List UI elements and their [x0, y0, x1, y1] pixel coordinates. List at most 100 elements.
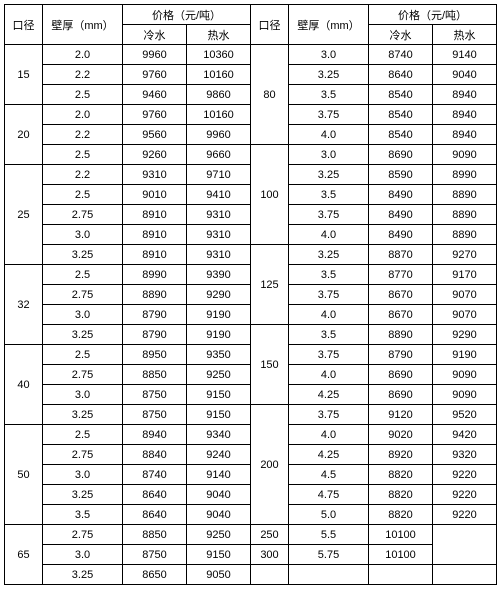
- cell-thickness: 3.25: [43, 485, 123, 505]
- cell-hot: 9520: [433, 405, 497, 425]
- cell-diameter: 32: [5, 265, 43, 345]
- table-row: 252.293109710: [5, 165, 251, 185]
- cell-hot: 9190: [187, 305, 251, 325]
- col-thickness: 壁厚（mm）: [43, 5, 123, 45]
- cell-cold: 8890: [369, 325, 433, 345]
- cell-cold: 9310: [123, 165, 187, 185]
- col-diameter: 口径: [251, 5, 289, 45]
- cell-cold: 8490: [369, 185, 433, 205]
- cell-hot: [433, 525, 497, 565]
- cell-cold: 9760: [123, 105, 187, 125]
- cell-hot: 9090: [433, 365, 497, 385]
- cell-hot: 9710: [187, 165, 251, 185]
- cell-hot: 8990: [433, 165, 497, 185]
- cell-hot: 10160: [187, 105, 251, 125]
- cell-hot: 9070: [433, 285, 497, 305]
- cell-thickness: 5.0: [289, 505, 369, 525]
- cell-cold: 8490: [369, 205, 433, 225]
- cell-thickness: 3.25: [43, 245, 123, 265]
- cell-thickness: 2.2: [43, 65, 123, 85]
- cell-cold: 8540: [369, 125, 433, 145]
- cell-hot: 8940: [433, 105, 497, 125]
- cell-cold: 8820: [369, 485, 433, 505]
- cell-thickness: 3.5: [289, 85, 369, 105]
- cell-thickness: 3.0: [289, 45, 369, 65]
- cell-hot: 9860: [187, 85, 251, 105]
- cell-hot: 10160: [187, 65, 251, 85]
- cell-hot: 9150: [187, 405, 251, 425]
- cell-thickness: 4.0: [289, 125, 369, 145]
- col-cold: 冷水: [123, 25, 187, 45]
- cell-hot: 9320: [433, 445, 497, 465]
- table-body-right: 803.0874091403.25864090403.5854089403.75…: [251, 45, 497, 585]
- cell-thickness: 2.5: [43, 345, 123, 365]
- cell-cold: 8770: [369, 265, 433, 285]
- cell-cold: 8840: [123, 445, 187, 465]
- cell-cold: 8910: [123, 245, 187, 265]
- cell-hot: 9290: [187, 285, 251, 305]
- table-row: 1253.2588709270: [251, 245, 497, 265]
- cell-hot: 9250: [187, 365, 251, 385]
- cell-cold: 8870: [369, 245, 433, 265]
- cell-diameter: 300: [251, 545, 289, 565]
- col-price-group: 价格（元/吨）: [369, 5, 497, 25]
- cell-thickness: 4.5: [289, 465, 369, 485]
- cell-cold: 8590: [369, 165, 433, 185]
- cell-thickness: 2.5: [43, 425, 123, 445]
- cell-cold: 8740: [123, 465, 187, 485]
- table-row: 202.0976010160: [5, 105, 251, 125]
- cell-thickness: 4.0: [289, 225, 369, 245]
- cell-hot: 9220: [433, 505, 497, 525]
- table-head-right: 口径 壁厚（mm） 价格（元/吨） 冷水 热水: [251, 5, 497, 45]
- cell-cold: 8920: [369, 445, 433, 465]
- cell-cold: 8690: [369, 365, 433, 385]
- cell-thickness: 4.0: [289, 425, 369, 445]
- cell-thickness: 2.5: [43, 185, 123, 205]
- col-thickness: 壁厚（mm）: [289, 5, 369, 45]
- col-diameter: 口径: [5, 5, 43, 45]
- table-row: 652.7588509250: [5, 525, 251, 545]
- cell-cold: 10100: [369, 525, 433, 545]
- col-hot: 热水: [187, 25, 251, 45]
- cell-hot: 9220: [433, 465, 497, 485]
- cell-cold: 8850: [123, 525, 187, 545]
- cell-thickness: 4.25: [289, 385, 369, 405]
- cell-cold: 8670: [369, 305, 433, 325]
- cell-cold: 8790: [369, 345, 433, 365]
- cell-hot: 9310: [187, 225, 251, 245]
- cell-hot: 9310: [187, 205, 251, 225]
- cell-hot: 9070: [433, 305, 497, 325]
- cell-thickness: 3.75: [289, 345, 369, 365]
- cell-hot: 8890: [433, 185, 497, 205]
- cell-diameter: 40: [5, 345, 43, 425]
- cell-cold: 8640: [123, 485, 187, 505]
- cell-hot: 9190: [187, 325, 251, 345]
- cell-thickness: 2.75: [43, 205, 123, 225]
- cell-cold: 8910: [123, 205, 187, 225]
- col-cold: 冷水: [369, 25, 433, 45]
- cell-diameter: 15: [5, 45, 43, 105]
- cell-cold: 8790: [123, 325, 187, 345]
- cell-hot: 9310: [187, 245, 251, 265]
- table-row: 502.589409340: [5, 425, 251, 445]
- cell-cold: 9010: [123, 185, 187, 205]
- cell-thickness: 3.75: [289, 205, 369, 225]
- table-row: 2003.7591209520: [251, 405, 497, 425]
- cell-cold: 8540: [369, 85, 433, 105]
- cell-thickness: 3.5: [43, 505, 123, 525]
- table-row: 1003.086909090: [251, 145, 497, 165]
- cell-thickness: 3.0: [43, 385, 123, 405]
- table-row: 402.589509350: [5, 345, 251, 365]
- cell-thickness: 4.0: [289, 365, 369, 385]
- cell-cold: 8490: [369, 225, 433, 245]
- table-row: [251, 565, 497, 585]
- cell-hot: 9250: [187, 525, 251, 545]
- cell-cold: 8640: [123, 505, 187, 525]
- cell-thickness: 2.75: [43, 445, 123, 465]
- cell-thickness: 3.5: [289, 325, 369, 345]
- cell-thickness: 3.0: [43, 465, 123, 485]
- cell-thickness: 3.25: [43, 325, 123, 345]
- cell-thickness: 2.2: [43, 165, 123, 185]
- cell-thickness: 3.0: [43, 545, 123, 565]
- cell-thickness: 3.0: [289, 145, 369, 165]
